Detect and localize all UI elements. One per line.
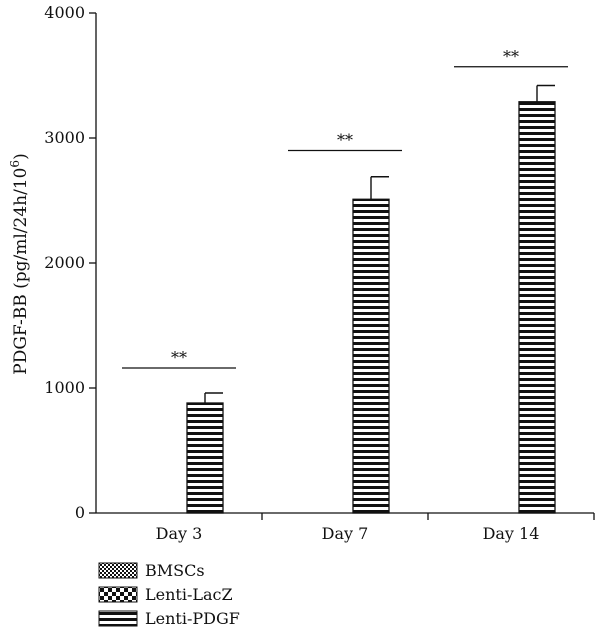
legend-swatch xyxy=(98,586,138,603)
axes: 0 1000 2000 3000 4000 Day 3 Day 7 Day 14 xyxy=(44,3,595,543)
y-axis-label: PDGF-BB (pg/ml/24h/106) xyxy=(8,153,31,374)
x-tick-label: Day 7 xyxy=(322,524,369,543)
legend-swatch xyxy=(98,610,138,627)
y-tick-label: 3000 xyxy=(44,128,85,147)
y-tick-label: 2000 xyxy=(44,253,85,272)
significance-markers: ** ** ** xyxy=(122,47,568,369)
legend-label: BMSCs xyxy=(145,561,205,580)
legend-label: Lenti-LacZ xyxy=(145,585,233,604)
y-axis-label-suffix: ) xyxy=(11,153,31,160)
legend: BMSCs Lenti-LacZ Lenti-PDGF xyxy=(98,561,240,628)
x-tick-label: Day 3 xyxy=(156,524,203,543)
legend-swatch xyxy=(98,562,138,579)
y-axis-label-superscript: 6 xyxy=(8,160,22,168)
bar-lenti-pdgf-1 xyxy=(352,198,390,514)
legend-label: Lenti-PDGF xyxy=(145,609,240,628)
bar-lenti-pdgf-2 xyxy=(518,101,556,514)
bars xyxy=(186,84,556,514)
x-tick-label: Day 14 xyxy=(483,524,540,543)
significance-label: ** xyxy=(171,348,187,367)
y-tick-label: 4000 xyxy=(44,3,85,22)
y-tick-label: 0 xyxy=(75,503,85,522)
y-tick-label: 1000 xyxy=(44,378,85,397)
bar-lenti-pdgf-0 xyxy=(186,402,224,514)
y-axis-label-text: PDGF-BB (pg/ml/24h/10 xyxy=(11,168,31,375)
significance-label: ** xyxy=(503,47,519,66)
significance-label: ** xyxy=(337,131,353,150)
